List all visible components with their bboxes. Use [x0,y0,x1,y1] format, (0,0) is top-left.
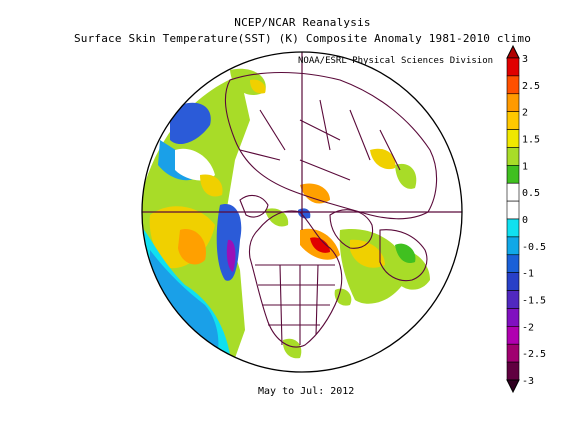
bering-white [175,148,215,181]
colorbar-swatch [506,308,520,327]
colorbar-swatch [506,290,520,309]
north-pacific-north-yellow [250,79,266,94]
siberia-warm [370,148,396,170]
pacific-warm-blob-2 [178,229,206,265]
north-america-outline [248,210,343,348]
colorbar-swatch [506,93,520,112]
land-outlines [224,72,438,348]
credit-label: NOAA/ESRL Physical Sciences Division [298,56,494,66]
colorbar-tick-label: 3 [522,54,528,65]
colorbar-tick-label: 2 [522,108,528,119]
colorbar-swatch [506,182,520,202]
colorbar-tick-label: -0.5 [522,242,546,253]
colorbar-swatch [506,200,520,220]
colorbar-swatch [506,361,520,381]
eurasia-outline [224,72,438,220]
barents-warm [300,183,330,204]
colorbar-swatch [506,272,520,291]
siberia-green [395,163,417,189]
colorbar-tick-label: 2.5 [522,81,540,92]
atlantic-warm [350,239,385,268]
colorbar-tick-label: 1.5 [522,135,540,146]
colorbar-swatch [506,236,520,256]
graticule [142,52,462,230]
colorbar-swatch [506,165,520,184]
chart-subtitle: Surface Skin Temperature(SST) (K) Compos… [73,32,532,45]
europe-green [395,243,416,264]
chart-title: NCEP/NCAR Reanalysis [234,16,371,29]
period-label: May to Jul: 2012 [258,386,355,397]
colorbar-swatch [506,254,520,273]
arctic-cold [297,208,311,219]
colorbar-tick-label: 0 [522,215,528,226]
colorbar-tick-label: -2 [522,322,534,333]
colorbar-tick-label: -2.5 [522,349,546,360]
colorbar-bottom-arrow [506,379,520,394]
east-japan-cold [170,102,211,145]
pacific-coast-very-cold [226,239,236,272]
europe-outline [379,229,428,282]
alaska-green [265,208,289,227]
colorbar-tick-label: 0.5 [522,188,540,199]
colorbar-swatch [506,129,520,148]
colorbar-swatch [506,147,520,166]
sw-atlantic-green [282,338,302,359]
colorbar-top-arrow [506,44,520,59]
colorbar-swatch [506,218,520,238]
states-grid [255,264,335,346]
colorbar-swatch [506,343,520,363]
colorbar-tick-label: 1 [522,161,528,172]
bering-cooler [150,250,219,360]
map-boundary [141,51,463,373]
alaska-outline [239,194,269,218]
asia-borders [239,99,401,181]
colorbar-swatch [506,75,520,95]
colorbar-tick-label: -1.5 [522,296,546,307]
hudson-bay-core [310,237,330,253]
colorbar-swatch [506,111,520,130]
gulf-green [334,288,352,306]
colorbar-tick-label: -1 [522,269,534,280]
colorbar-labels: 3 2.5 2 1.5 1 0.5 0 -0.5 -1 -1.5 -2 -2.5 -3 [522,54,546,387]
arctic-yellow [200,174,223,197]
colorbar-swatch [506,57,520,77]
colorbar-blocks [506,44,520,394]
colorbar-tick-label: -3 [522,376,534,387]
colorbar-swatch [506,326,520,345]
